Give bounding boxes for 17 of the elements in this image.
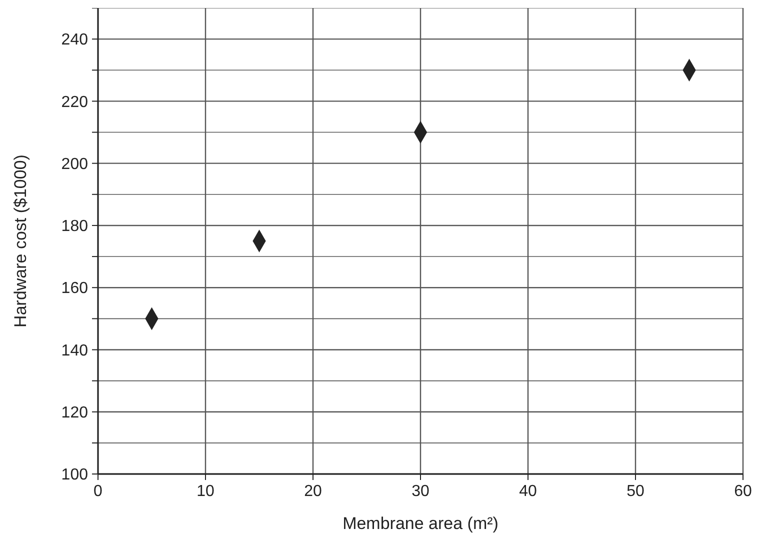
y-tick-label: 180: [61, 218, 88, 236]
y-axis-title: Hardware cost ($1000): [11, 154, 30, 328]
y-tick-label: 240: [61, 32, 88, 49]
y-tick-label: 120: [61, 404, 88, 422]
y-tick-label: 220: [61, 94, 88, 111]
x-tick-label: 50: [626, 483, 644, 500]
y-tick-label: 200: [61, 156, 88, 173]
x-tick-label: 20: [304, 483, 322, 500]
x-tick-label: 30: [412, 483, 430, 500]
y-tick-label: 160: [61, 280, 88, 298]
x-tick-label: 0: [94, 483, 103, 500]
y-tick-label: 140: [61, 342, 88, 360]
x-tick-label: 40: [519, 483, 537, 500]
x-axis-title: Membrane area (m²): [342, 514, 498, 533]
x-tick-label: 10: [196, 483, 214, 500]
y-tick-label: 100: [61, 466, 88, 484]
x-tick-label: 60: [734, 483, 752, 500]
